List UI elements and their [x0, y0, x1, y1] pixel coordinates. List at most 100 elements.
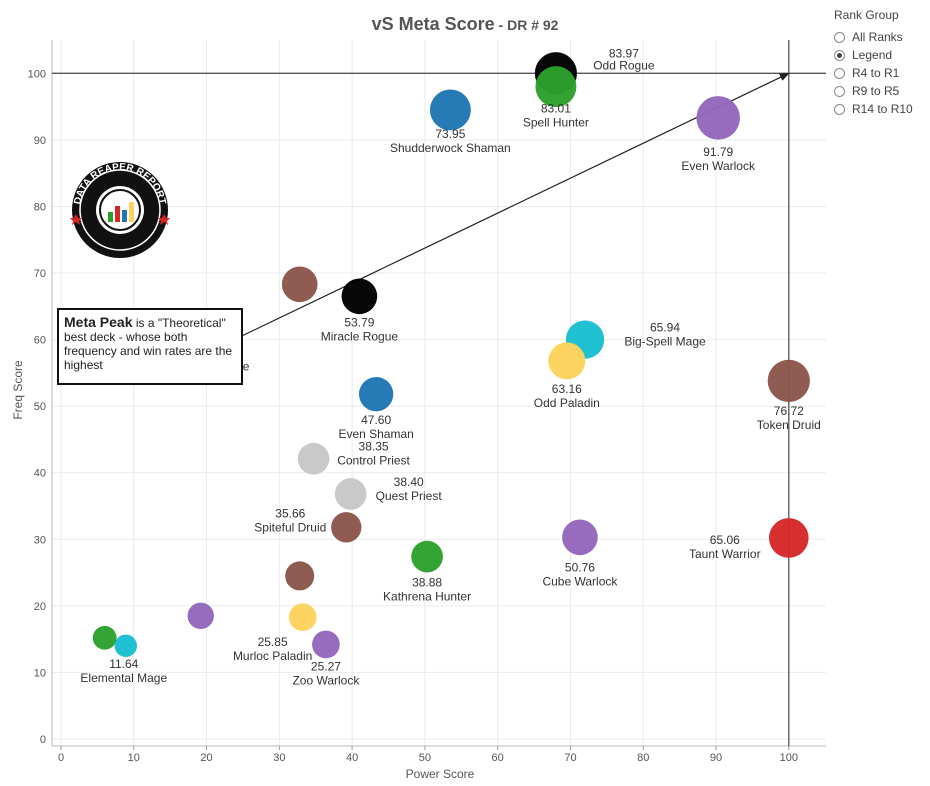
point-value-label: 38.40: [394, 475, 424, 489]
annotation-text: is a "Theoretical" best deck - whose bot…: [64, 316, 233, 372]
radio-icon[interactable]: [834, 85, 845, 97]
point-name-label: Token Druid: [757, 418, 821, 432]
data-point[interactable]: [696, 96, 740, 140]
data-point[interactable]: [562, 519, 598, 556]
data-point[interactable]: [411, 540, 443, 573]
data-point[interactable]: [769, 518, 809, 558]
y-tick-label: 20: [34, 601, 46, 613]
point-value-label: 83.97: [609, 46, 639, 60]
y-tick-label: 50: [34, 401, 46, 413]
data-point[interactable]: [288, 603, 317, 632]
point-value-label: 47.60: [361, 413, 391, 427]
point-name-label: Kathrena Hunter: [383, 590, 471, 604]
point-value-label: 38.88: [412, 576, 442, 590]
x-tick-label: 80: [637, 752, 649, 764]
data-point[interactable]: [331, 512, 362, 543]
y-tick-label: 60: [34, 335, 46, 347]
point-name-label: Shudderwock Shaman: [390, 141, 511, 155]
point-value-label: 25.27: [311, 659, 341, 673]
point-value-label: 63.16: [552, 382, 582, 396]
x-tick-label: 30: [273, 752, 285, 764]
point-name-label: Control Priest: [337, 454, 410, 468]
data-point[interactable]: [312, 630, 340, 659]
point-name-label: Miracle Rogue: [321, 329, 399, 343]
data-point[interactable]: [297, 442, 330, 475]
y-tick-label: 70: [34, 268, 46, 280]
y-tick-label: 30: [34, 534, 46, 546]
radio-icon[interactable]: [834, 67, 845, 79]
legend-option-label: All Ranks: [852, 30, 903, 44]
y-tick-label: 80: [34, 201, 46, 213]
data-point[interactable]: [281, 266, 318, 303]
point-name-label: Big-Spell Mage: [624, 335, 706, 349]
x-tick-label: 70: [564, 752, 576, 764]
legend-option-all-ranks[interactable]: All Ranks: [834, 28, 913, 46]
point-value-label: 65.06: [710, 533, 740, 547]
rank-group-legend: Rank Group All Ranks Legend R4 to R1 R9 …: [834, 8, 913, 118]
x-tick-label: 10: [128, 752, 140, 764]
radio-icon[interactable]: [834, 31, 845, 43]
data-point[interactable]: [429, 89, 471, 131]
point-value-label: 91.79: [703, 145, 733, 159]
data-point[interactable]: [92, 625, 117, 650]
meta-peak-annotation: Meta Peak is a "Theoretical" best deck -…: [57, 308, 243, 385]
data-point[interactable]: [548, 342, 586, 380]
data-point[interactable]: [285, 561, 315, 591]
legend-option-r14-r10[interactable]: R14 to R10: [834, 100, 913, 118]
x-axis-title: Power Score: [406, 767, 475, 781]
legend-option-label: R4 to R1: [852, 66, 900, 80]
axes: 0 10 20 30 40 50 60 70 80 90 100 0 10 20 30 40 50 60 70 80 9…: [28, 40, 826, 764]
x-tick-label: 20: [200, 752, 212, 764]
data-point[interactable]: [535, 66, 577, 108]
point-name-label: Odd Rogue: [593, 58, 655, 72]
data-point[interactable]: [358, 377, 394, 412]
legend-option-label: R14 to R10: [852, 102, 913, 116]
legend-option-label: Legend: [852, 48, 893, 62]
point-name-label: Cube Warlock: [542, 574, 618, 588]
radio-icon[interactable]: [834, 103, 845, 115]
point-name-label: Spiteful Druid: [254, 520, 326, 534]
y-tick-label: 100: [28, 68, 46, 80]
legend-title: Rank Group: [834, 8, 899, 22]
y-tick-label: 40: [34, 468, 46, 480]
point-value-label: 83.01: [541, 102, 571, 116]
point-value-label: 76.72: [774, 404, 804, 418]
point-name-label: Spell Hunter: [523, 116, 589, 130]
point-name-label: Even Warlock: [681, 159, 756, 173]
x-tick-label: 90: [710, 752, 722, 764]
point-value-label: 38.35: [359, 440, 389, 454]
annotation-bold: Meta Peak: [64, 314, 133, 330]
point-value-label: 35.66: [275, 506, 305, 520]
data-point[interactable]: [187, 602, 214, 630]
data-point[interactable]: [341, 278, 378, 315]
y-axis-title: Freq Score: [11, 360, 25, 420]
x-tick-label: 40: [346, 752, 358, 764]
x-tick-label: 0: [58, 752, 64, 764]
data-point[interactable]: [767, 359, 810, 402]
data-reaper-report-logo: DATA REAPER REPORT: [70, 162, 170, 258]
radio-checked-icon[interactable]: [834, 49, 845, 61]
legend-option-legend[interactable]: Legend: [834, 46, 913, 64]
point-value-label: 65.94: [650, 321, 680, 335]
point-name-label: Murloc Paladin: [233, 649, 312, 663]
legend-option-r9-r5[interactable]: R9 to R5: [834, 82, 913, 100]
data-point[interactable]: [114, 634, 137, 658]
point-name-label: Taunt Warrior: [689, 547, 761, 561]
meta-peak-arrow-line: [206, 72, 790, 354]
y-tick-label: 90: [34, 135, 46, 147]
y-tick-label: 0: [40, 734, 46, 746]
meta-peak-arrow: [206, 72, 790, 354]
point-value-label: 53.79: [344, 315, 374, 329]
point-value-label: 73.95: [435, 127, 465, 141]
point-name-label: Odd Paladin: [534, 396, 600, 410]
legend-option-r4-r1[interactable]: R4 to R1: [834, 64, 913, 82]
point-value-label: 25.85: [258, 635, 288, 649]
y-tick-label: 10: [34, 667, 46, 679]
point-name-label: Even Shaman: [338, 427, 413, 441]
x-tick-label: 60: [492, 752, 504, 764]
data-point[interactable]: [334, 478, 367, 510]
point-value-label: 50.76: [565, 560, 595, 574]
point-name-label: Quest Priest: [376, 489, 443, 503]
legend-option-label: R9 to R5: [852, 84, 900, 98]
